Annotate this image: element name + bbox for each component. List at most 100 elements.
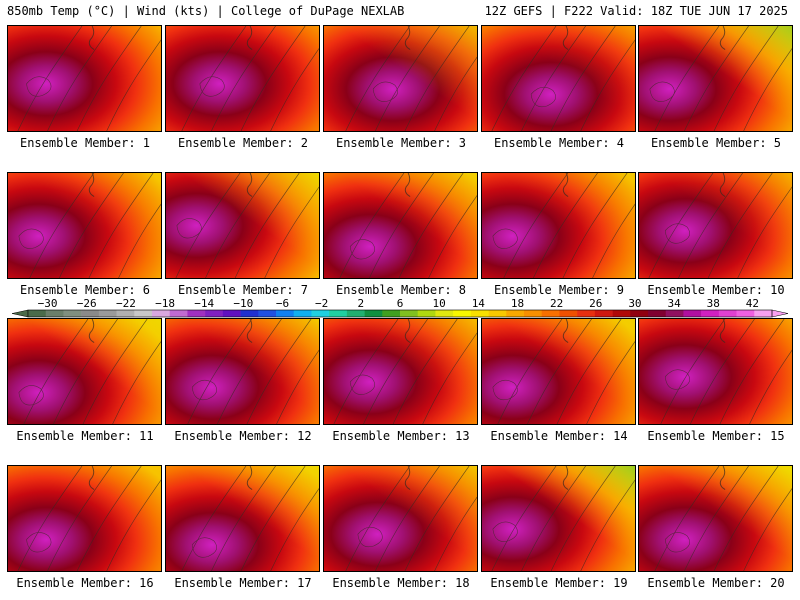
- colorbar-swatch: [293, 310, 312, 317]
- colorbar-swatch: [276, 310, 295, 317]
- colorbar-tick-label: 42: [745, 297, 760, 310]
- colorbar-swatch: [346, 310, 365, 317]
- ensemble-member-label: Ensemble Member: 11: [16, 429, 154, 443]
- ensemble-map-panel: [7, 25, 162, 132]
- ensemble-map-panel: [323, 465, 478, 572]
- ensemble-member-label: Ensemble Member: 18: [332, 576, 470, 590]
- colorbar-swatch: [470, 310, 489, 317]
- colorbar-swatch: [718, 310, 737, 317]
- colorbar-tick-label: −26: [76, 297, 97, 310]
- colorbar-tick-label: −2: [315, 297, 329, 310]
- colorbar-swatch: [435, 310, 454, 317]
- colorbar-swatch: [152, 310, 171, 317]
- ensemble-map-panel: [481, 318, 636, 425]
- colorbar-swatch: [612, 310, 631, 317]
- colorbar-swatch: [63, 310, 82, 317]
- ensemble-map-panel: [481, 25, 636, 132]
- colorbar-swatch: [736, 310, 755, 317]
- colorbar-tick-label: 14: [471, 297, 485, 310]
- ensemble-member-label: Ensemble Member: 8: [335, 283, 467, 297]
- ensemble-member-label: Ensemble Member: 1: [19, 136, 151, 150]
- ensemble-map-panel: [7, 172, 162, 279]
- ensemble-map-panel: [481, 465, 636, 572]
- colorbar-swatch: [417, 310, 436, 317]
- colorbar-swatch: [364, 310, 383, 317]
- colorbar-swatch: [45, 310, 64, 317]
- colorbar-swatch: [559, 310, 578, 317]
- ensemble-member-label: Ensemble Member: 4: [493, 136, 625, 150]
- colorbar-tick-label: 34: [667, 297, 681, 310]
- colorbar-swatch: [648, 310, 667, 317]
- colorbar-tick-label: 18: [510, 297, 525, 310]
- colorbar-swatch: [488, 310, 507, 317]
- ensemble-map-panel: [638, 25, 793, 132]
- ensemble-map-panel: [7, 465, 162, 572]
- colorbar-swatch: [311, 310, 330, 317]
- colorbar-tick-label: −22: [115, 297, 136, 310]
- ensemble-map-panel: [7, 318, 162, 425]
- ensemble-member-label: Ensemble Member: 20: [647, 576, 785, 590]
- colorbar-swatch: [258, 310, 277, 317]
- ensemble-member-label: Ensemble Member: 17: [174, 576, 312, 590]
- ensemble-map-panel: [638, 318, 793, 425]
- ensemble-member-label: Ensemble Member: 10: [647, 283, 785, 297]
- colorbar-swatch: [240, 310, 259, 317]
- colorbar-tick-label: −14: [194, 297, 215, 310]
- colorbar-tick-label: −18: [155, 297, 175, 310]
- ensemble-map-panel: [323, 318, 478, 425]
- colorbar-swatch: [81, 310, 100, 317]
- colorbar-tick-label: 6: [396, 297, 404, 310]
- ensemble-map-panel: [481, 172, 636, 279]
- ensemble-map-panel: [323, 25, 478, 132]
- ensemble-member-label: Ensemble Member: 7: [177, 283, 309, 297]
- ensemble-member-label: Ensemble Member: 13: [332, 429, 470, 443]
- colorbar-tick-label: 22: [550, 297, 564, 310]
- ensemble-map-panel: [638, 465, 793, 572]
- ensemble-map-panel: [165, 25, 320, 132]
- colorbar-tick-label: 10: [432, 297, 446, 310]
- colorbar-swatch: [701, 310, 720, 317]
- ensemble-member-label: Ensemble Member: 19: [490, 576, 628, 590]
- ensemble-map-panel: [165, 318, 320, 425]
- colorbar-swatch: [205, 310, 224, 317]
- colorbar-swatch: [541, 310, 560, 317]
- colorbar-swatch: [116, 310, 135, 317]
- colorbar-swatch: [594, 310, 613, 317]
- colorbar-swatch: [187, 310, 206, 317]
- colorbar-swatch: [222, 310, 241, 317]
- colorbar-tick-label: 30: [628, 297, 642, 310]
- ensemble-map-panel: [323, 172, 478, 279]
- colorbar-swatch: [169, 310, 188, 317]
- colorbar-swatch: [506, 310, 525, 317]
- ensemble-member-label: Ensemble Member: 2: [177, 136, 309, 150]
- ensemble-member-label: Ensemble Member: 5: [650, 136, 782, 150]
- colorbar-swatch: [134, 310, 153, 317]
- colorbar-tick-labels: −30 −26 −22 −18 −14 −10 −6 −2 2 6 10 14 18 22 26 30 34 38…: [0, 297, 800, 310]
- valid-time: 12Z GEFS | F222 Valid: 18Z TUE JUN 17 20…: [484, 4, 788, 18]
- ensemble-map-panel: [165, 172, 320, 279]
- colorbar-swatch: [453, 310, 472, 317]
- ensemble-member-label: Ensemble Member: 3: [335, 136, 467, 150]
- ensemble-map-panel: [165, 465, 320, 572]
- ensemble-member-label: Ensemble Member: 16: [16, 576, 154, 590]
- ensemble-map-panel: [638, 172, 793, 279]
- colorbar-swatch: [754, 310, 773, 317]
- colorbar-swatch: [382, 310, 401, 317]
- colorbar-swatch: [524, 310, 543, 317]
- colorbar-swatch: [400, 310, 419, 317]
- colorbar-swatch: [630, 310, 649, 317]
- map-title: 850mb Temp (°C) | Wind (kts) | College o…: [7, 4, 405, 18]
- colorbar-tick-label: 38: [706, 297, 720, 310]
- ensemble-member-label: Ensemble Member: 14: [490, 429, 628, 443]
- colorbar-tick-label: −10: [233, 297, 254, 310]
- colorbar-swatch: [28, 310, 47, 317]
- colorbar-swatch: [98, 310, 117, 317]
- ensemble-member-label: Ensemble Member: 15: [647, 429, 785, 443]
- colorbar-swatch: [683, 310, 702, 317]
- temperature-colorbar: [10, 300, 790, 320]
- colorbar-swatch: [665, 310, 684, 317]
- colorbar-swatch: [329, 310, 348, 317]
- colorbar-tick-label: 26: [589, 297, 603, 310]
- ensemble-member-label: Ensemble Member: 9: [493, 283, 625, 297]
